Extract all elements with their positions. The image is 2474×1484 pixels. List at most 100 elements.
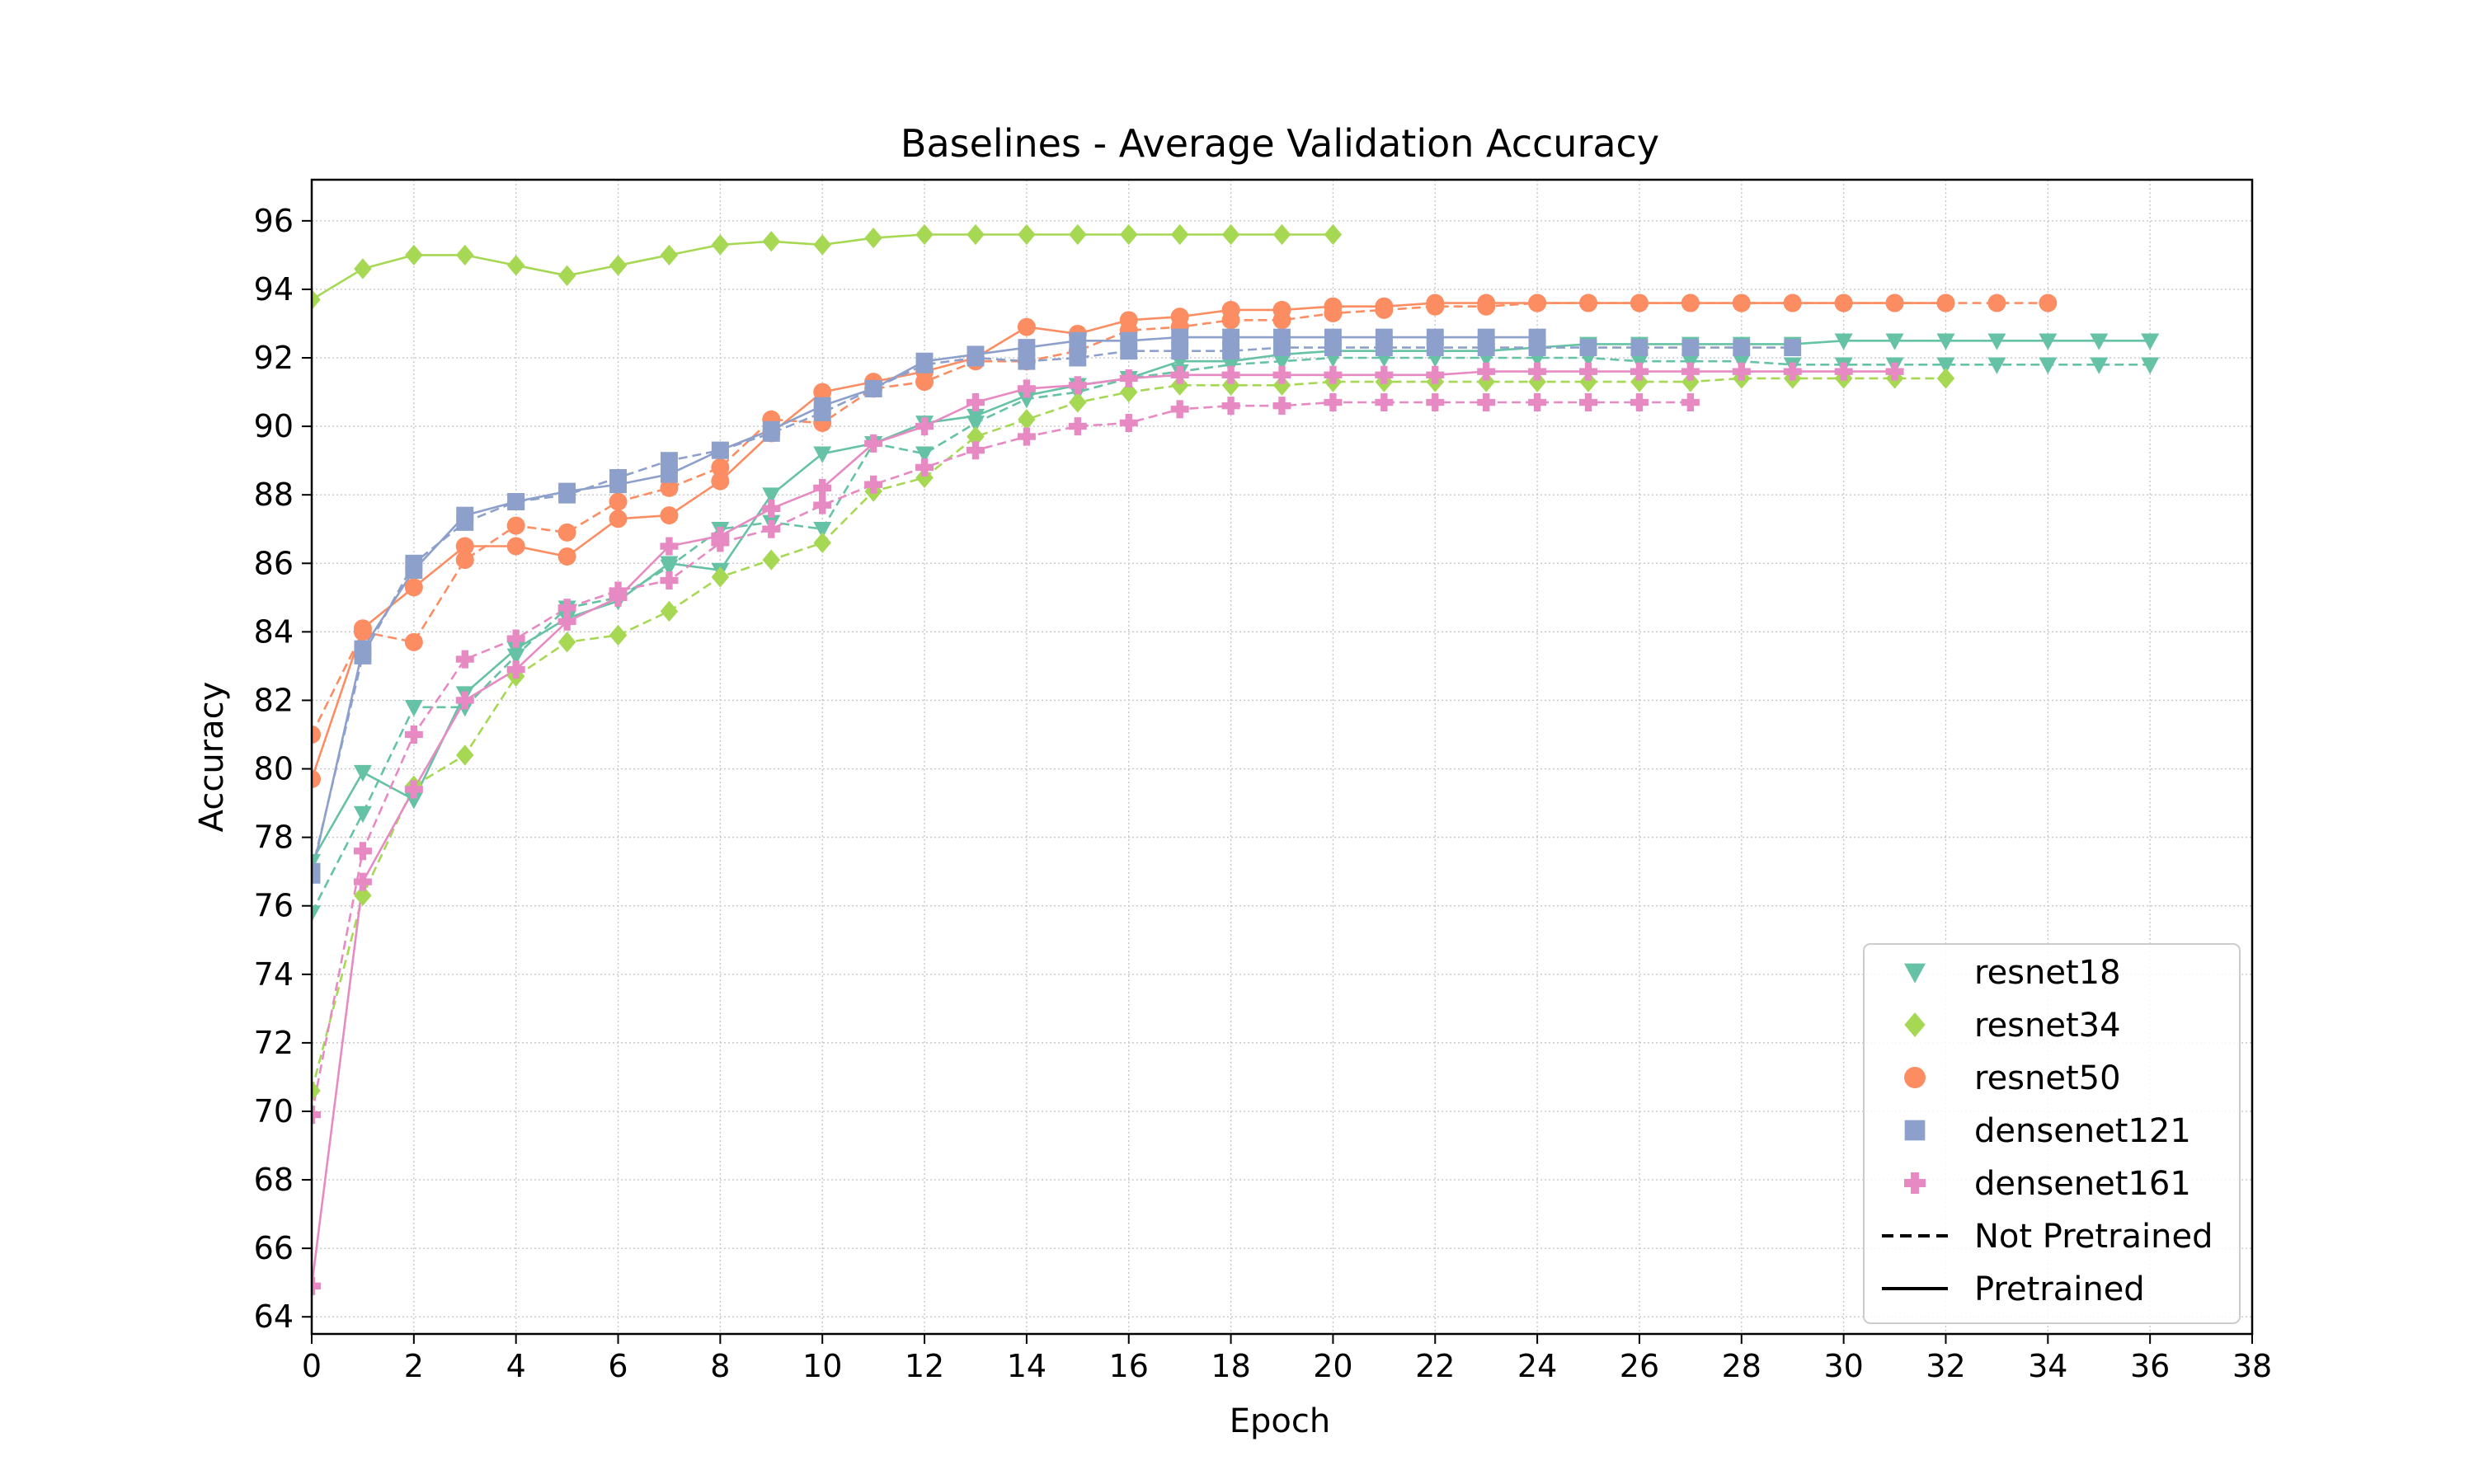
- resnet50-pretrained-point: [1783, 294, 1802, 312]
- resnet34-pretrained-point: [711, 234, 730, 256]
- resnet18-not-pretrained-point: [813, 521, 832, 539]
- densenet161-not-pretrained-point: [1681, 393, 1700, 412]
- densenet121-pretrained-point: [762, 420, 780, 439]
- resnet18-pretrained-point: [966, 408, 985, 426]
- x-tick-label: 4: [506, 1348, 526, 1384]
- resnet18-pretrained-point: [2090, 333, 2109, 350]
- resnet18-pretrained-point: [404, 792, 423, 810]
- densenet161-pretrained-point: [1324, 365, 1343, 384]
- densenet161-not-pretrained-point: [404, 725, 423, 744]
- densenet161-pretrained-point: [312, 1276, 321, 1295]
- densenet161-not-pretrained-point: [1630, 393, 1649, 412]
- densenet161-not-pretrained-line: [312, 401, 1691, 1115]
- densenet121-pretrained-point: [405, 561, 423, 580]
- densenet161-pretrained-point: [455, 691, 474, 710]
- resnet50-pretrained-point: [1272, 300, 1291, 319]
- resnet18-not-pretrained-point: [353, 805, 372, 824]
- densenet161-pretrained-point: [1885, 362, 1904, 381]
- densenet161-not-pretrained-point: [353, 842, 372, 861]
- x-tick-label: 0: [302, 1348, 322, 1384]
- y-tick-label: 72: [254, 1025, 294, 1061]
- resnet34-pretrained-point: [1221, 223, 1240, 246]
- resnet18-not-pretrained-point: [1630, 354, 1649, 371]
- x-tick-label: 16: [1109, 1348, 1149, 1384]
- y-tick-label: 68: [254, 1162, 294, 1198]
- resnet50-not-pretrained-point: [404, 632, 423, 651]
- x-axis-label: Epoch: [1230, 1402, 1330, 1440]
- resnet18-pretrained-point: [762, 487, 781, 505]
- densenet161-not-pretrained-point: [660, 571, 679, 590]
- densenet121-not-pretrained-point: [1733, 339, 1751, 357]
- resnet50-pretrained-point: [455, 537, 474, 556]
- densenet121-pretrained-point: [1324, 328, 1342, 346]
- resnet50-pretrained-point: [660, 506, 679, 525]
- resnet34-not-pretrained-point: [967, 425, 985, 448]
- densenet161-not-pretrained-point: [762, 519, 781, 538]
- resnet34-pretrained-point: [1324, 223, 1343, 246]
- densenet121-pretrained-point: [558, 482, 576, 500]
- resnet34-not-pretrained-point: [660, 600, 679, 622]
- densenet161-pretrained-point: [1017, 379, 1036, 398]
- resnet18-not-pretrained-point: [1681, 354, 1700, 371]
- resnet18-pretrained-point: [506, 641, 525, 659]
- densenet161-pretrained-point: [1783, 362, 1802, 381]
- resnet50-not-pretrained-point: [2039, 294, 2058, 312]
- y-tick-label: 90: [254, 408, 294, 444]
- densenet161-not-pretrained-point: [1528, 393, 1547, 412]
- resnet34-pretrained-point: [354, 258, 372, 279]
- resnet34-not-pretrained-point: [1221, 374, 1240, 396]
- resnet34-not-pretrained-point: [915, 467, 934, 489]
- densenet161-pretrained-point: [1119, 369, 1138, 387]
- resnet18-pretrained-point: [813, 446, 832, 463]
- x-tick-label: 2: [404, 1348, 424, 1384]
- resnet34-pretrained-point: [405, 244, 423, 266]
- densenet161-pretrained-point: [557, 612, 576, 631]
- y-tick-label: 64: [254, 1298, 294, 1335]
- densenet121-pretrained-point: [1120, 331, 1138, 350]
- x-tick-label: 32: [1926, 1348, 1965, 1384]
- resnet34-not-pretrained-point: [1069, 392, 1087, 413]
- resnet50-pretrained-point: [609, 510, 628, 528]
- densenet161-not-pretrained-point: [1017, 427, 1036, 446]
- legend: resnet18 resnet34 resnet50 densenet121 dense…: [1863, 943, 2241, 1324]
- densenet161-not-pretrained-point: [557, 599, 576, 618]
- densenet161-pretrained-point: [915, 417, 934, 436]
- densenet161-not-pretrained-point: [1426, 393, 1445, 412]
- x-tick-label: 6: [608, 1348, 628, 1384]
- resnet18-not-pretrained-point: [2039, 357, 2058, 374]
- resnet34-not-pretrained-point: [1119, 381, 1138, 403]
- x-tick-label: 14: [1007, 1348, 1047, 1384]
- x-tick-label: 30: [1823, 1348, 1863, 1384]
- densenet121-pretrained-point: [1018, 339, 1036, 357]
- resnet18-not-pretrained-point: [1732, 354, 1751, 371]
- densenet161-pretrained-point: [864, 434, 883, 453]
- densenet121-pretrained-point: [1222, 328, 1240, 346]
- resnet34-not-pretrained-point: [456, 744, 474, 766]
- densenet121-not-pretrained-point: [1018, 352, 1036, 370]
- densenet121-not-pretrained-point: [1222, 342, 1240, 360]
- resnet50-pretrained-point: [1528, 294, 1547, 312]
- densenet121-not-pretrained-point: [1579, 339, 1597, 357]
- resnet34-pretrained-point: [1170, 223, 1189, 246]
- resnet18-pretrained-point: [1885, 333, 1904, 350]
- densenet121-not-pretrained-point: [1630, 339, 1649, 357]
- densenet121-pretrained-point: [1273, 328, 1291, 346]
- resnet34-not-pretrained-point: [1681, 371, 1700, 392]
- resnet50-pretrained-point: [1375, 297, 1394, 316]
- densenet161-not-pretrained-point: [1170, 400, 1189, 419]
- resnet50-not-pretrained-point: [506, 516, 525, 535]
- densenet161-pretrained-point: [1477, 362, 1496, 381]
- resnet18-pretrained-point: [2141, 333, 2160, 350]
- densenet161-pretrained-point: [1375, 365, 1394, 384]
- densenet161-pretrained-point: [1834, 362, 1853, 381]
- densenet121-pretrained-point: [1528, 328, 1546, 346]
- densenet161-pretrained-point: [1426, 365, 1445, 384]
- resnet34-not-pretrained-point: [813, 532, 831, 554]
- y-tick-label: 84: [254, 613, 294, 650]
- resnet50-pretrained-point: [1324, 297, 1343, 316]
- x-tick-label: 22: [1415, 1348, 1455, 1384]
- resnet18-pretrained-point: [353, 764, 372, 782]
- densenet161-not-pretrained-point: [1119, 413, 1138, 432]
- resnet50-pretrained-point: [1936, 294, 1955, 312]
- resnet34-not-pretrained-point: [557, 632, 576, 653]
